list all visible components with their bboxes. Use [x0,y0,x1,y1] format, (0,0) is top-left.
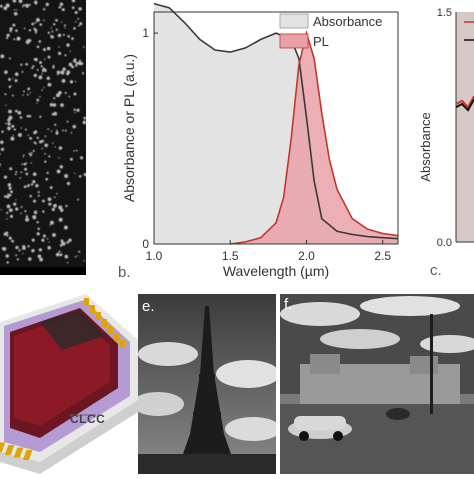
tower-silhouette [176,306,238,474]
x-tick-label: 1.0 [146,249,163,263]
panel-c-letter: c. [430,262,442,279]
chart-c-y-axis-label: Absorbance [418,112,433,181]
legend-label-pl: PL [313,34,329,49]
panel-b-letter: b. [118,264,131,281]
device-illustration [0,294,138,474]
series-area-pl [230,33,398,244]
chart-c-y-tick-label: 1.5 [437,7,452,19]
lamp-post [430,314,433,414]
micrograph-texture [0,0,87,275]
bond-pad [13,447,24,458]
street-scene-photo [280,294,474,474]
chart-c-plot-bg [456,12,474,242]
road [280,404,474,474]
bond-pad [96,312,101,320]
y-tick-label: 0 [142,237,149,251]
bond-pad [90,305,95,313]
plot-frame [153,11,399,245]
y-axis-label: Absorbance or PL (a.u.) [121,54,137,202]
bond-pad [84,298,89,306]
y-tick-label: 1 [142,26,149,40]
gold-bond-pads [0,298,125,460]
legend-swatch-pl [279,33,309,49]
panel-b-chart: 1.0 1.5 2.0 2.5 0 1 Wavelength (µm) Absorbance … [90,0,408,286]
chart-c-series-line [455,98,474,112]
panel-d-device: CLCC [0,292,138,474]
chart-c-series-line [455,95,474,109]
bond-pad [4,445,15,455]
panel-e-photo: e. [138,294,276,474]
panel-f-photo: f. [280,294,474,474]
panel-c-chart: 0.0 1.5 Absorbance [408,0,474,286]
motorcycle [386,408,410,420]
series-area-absorbance [154,3,398,244]
series-line-pl [230,30,399,245]
readout-strip [40,310,104,350]
absorbance-pl-chart: 1.0 1.5 2.0 2.5 0 1 Wavelength (µm) Absorbance … [121,2,399,279]
micrograph-scale-strip [0,267,86,275]
x-axis-label: Wavelength (µm) [223,263,329,279]
clcc-label: CLCC [70,412,106,426]
chart-c-y-tick-label: 0.0 [437,237,452,249]
bond-pad [102,319,107,327]
legend-label-absorbance: Absorbance [313,14,382,29]
panel-f-letter: f. [284,296,293,313]
x-tick-label: 2.5 [374,249,391,263]
bond-pad [0,442,6,453]
legend-swatch-absorbance [279,13,309,29]
absorbance-chart-c: 0.0 1.5 Absorbance [408,0,474,286]
bond-pad [120,340,125,348]
x-tick-label: 1.5 [222,249,239,263]
bond-pad [114,333,119,341]
bond-pad [22,450,33,460]
eiffel-tower-photo [138,294,276,474]
panel-a-micrograph [0,0,87,275]
panel-e-letter: e. [142,298,155,315]
x-tick-label: 2.0 [298,249,315,263]
bond-pad [108,326,113,334]
